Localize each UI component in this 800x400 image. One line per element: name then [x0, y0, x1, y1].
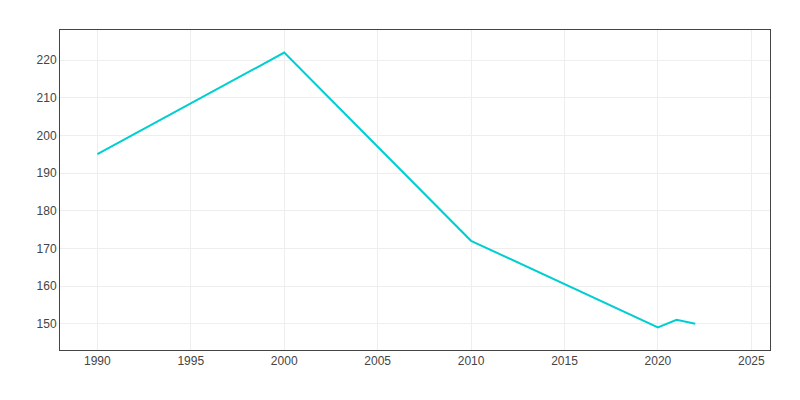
svg-text:2010: 2010 [458, 354, 485, 368]
svg-text:220: 220 [37, 53, 57, 67]
svg-text:150: 150 [37, 317, 57, 331]
svg-text:160: 160 [37, 279, 57, 293]
svg-text:190: 190 [37, 166, 57, 180]
svg-text:210: 210 [37, 91, 57, 105]
svg-text:1995: 1995 [177, 354, 204, 368]
svg-text:200: 200 [37, 129, 57, 143]
svg-text:180: 180 [37, 204, 57, 218]
svg-text:2005: 2005 [364, 354, 391, 368]
svg-text:2000: 2000 [271, 354, 298, 368]
svg-text:1990: 1990 [84, 354, 111, 368]
svg-text:2025: 2025 [738, 354, 765, 368]
svg-text:170: 170 [37, 242, 57, 256]
svg-text:2015: 2015 [551, 354, 578, 368]
svg-text:2020: 2020 [645, 354, 672, 368]
